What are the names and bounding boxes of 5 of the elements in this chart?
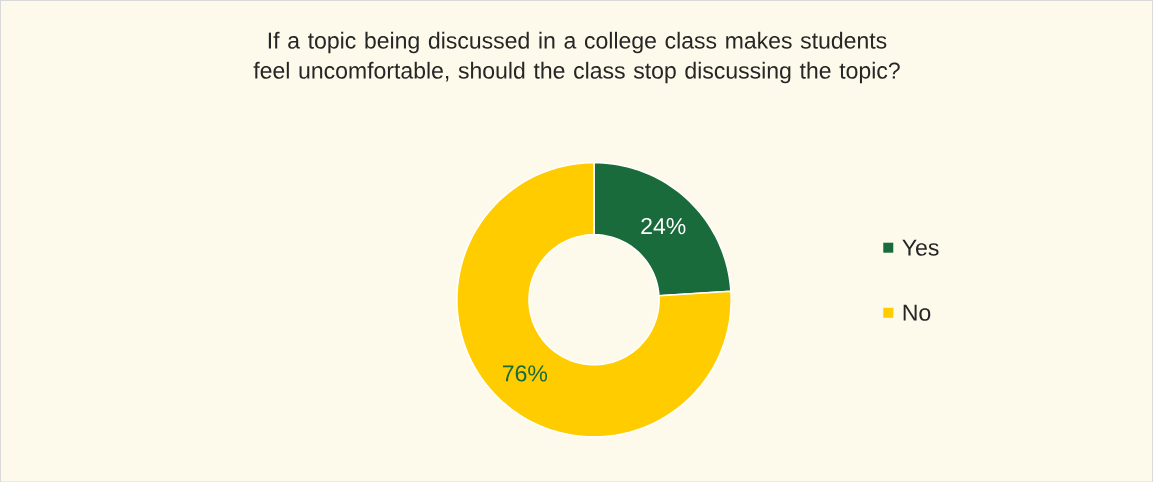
data-label: 24% (641, 217, 686, 234)
data-label: 76% (502, 365, 548, 382)
legend-label: Yes (902, 239, 939, 256)
chart-title: If a topic being discussed in a college class makes students feel uncomfortable, should the class stop discussing the topic? (253, 31, 900, 84)
legend-label: No (903, 304, 931, 321)
